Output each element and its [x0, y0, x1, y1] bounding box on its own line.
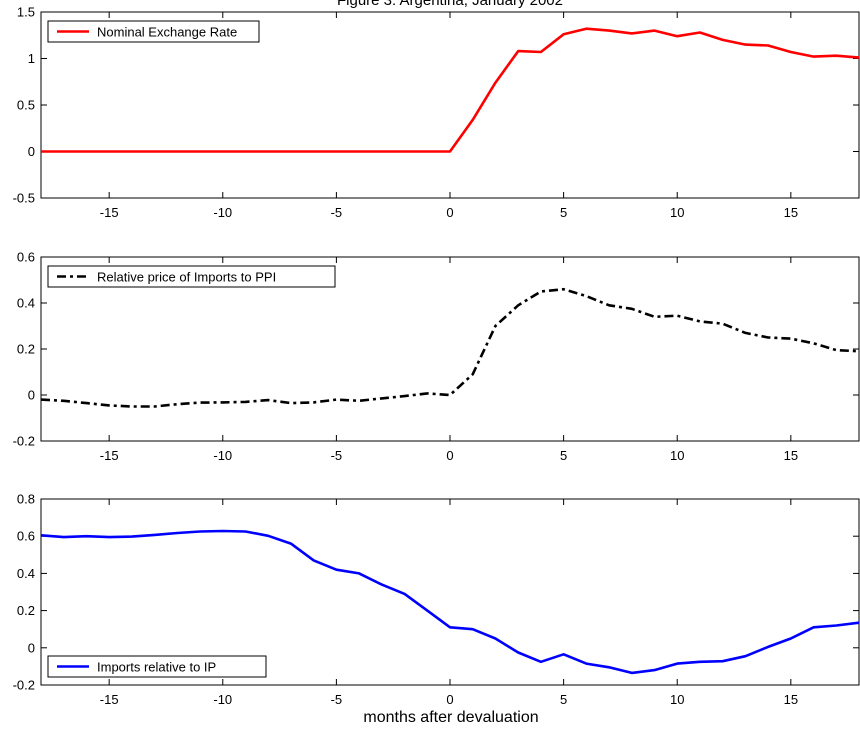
panel-3: -15 -10 -5 0 5 10 15 -0.2 0 0.2 0.4 0.6 0.8 Imports r… [13, 492, 860, 707]
x-tick-label: 5 [560, 448, 567, 463]
y-tick-label: -0.2 [13, 678, 35, 693]
y-tick-label: 0.4 [17, 566, 35, 581]
x-tick-label: 15 [784, 205, 798, 220]
x-tick-label: 5 [560, 692, 567, 707]
y-tick-label: 0.6 [17, 529, 35, 544]
legend-box [47, 20, 260, 43]
y-tick-label: 0 [28, 144, 35, 159]
legend-label: Relative price of Imports to PPI [97, 270, 276, 285]
x-tick-label: -15 [100, 448, 119, 463]
figure-title: Figure 3: Argentina, January 2002 [337, 0, 563, 9]
y-tick-label: -0.2 [13, 434, 35, 449]
x-tick-label: 0 [446, 448, 453, 463]
y-tick-label: 0.5 [17, 98, 35, 113]
x-tick-label: 5 [560, 205, 567, 220]
x-tick-label: -10 [213, 448, 232, 463]
y-tick-label: 0.2 [17, 603, 35, 618]
legend-box [47, 265, 336, 288]
x-tick-label: -15 [100, 692, 119, 707]
x-tick-label: -10 [213, 205, 232, 220]
y-tick-label: 0 [28, 640, 35, 655]
y-tick-label: 0.6 [17, 250, 35, 265]
x-tick-label: -15 [100, 205, 119, 220]
x-tick-label: 10 [670, 448, 684, 463]
y-tick-label: 0.8 [17, 492, 35, 507]
y-tick-label: 1 [28, 51, 35, 66]
x-tick-label: 15 [784, 692, 798, 707]
x-tick-label: 10 [670, 205, 684, 220]
panel-1: -15 -10 -5 0 5 10 15 -0.5 0 0.5 1 1.5 Nominal Exchan… [13, 5, 860, 220]
x-tick-label: -5 [331, 205, 343, 220]
y-tick-label: 0.2 [17, 342, 35, 357]
x-tick-label: -5 [331, 448, 343, 463]
x-tick-label: 0 [446, 205, 453, 220]
x-tick-label: 15 [784, 448, 798, 463]
y-tick-label: 1.5 [17, 5, 35, 20]
y-tick-label: 0 [28, 388, 35, 403]
legend-box [47, 655, 267, 678]
y-tick-label: 0.4 [17, 296, 35, 311]
legend-label: Nominal Exchange Rate [97, 25, 237, 40]
panel-2: -15 -10 -5 0 5 10 15 -0.2 0 0.2 0.4 0.6 Relative pri… [13, 250, 860, 463]
x-tick-label: 10 [670, 692, 684, 707]
legend-label: Imports relative to IP [97, 660, 216, 675]
series-line [40, 529, 860, 675]
x-tick-label: -5 [331, 692, 343, 707]
y-tick-label: -0.5 [13, 191, 35, 206]
series-line [41, 27, 860, 153]
x-axis-label: months after devaluation [363, 709, 539, 726]
series-line [40, 287, 860, 408]
x-tick-label: 0 [446, 692, 453, 707]
x-tick-label: -10 [213, 692, 232, 707]
